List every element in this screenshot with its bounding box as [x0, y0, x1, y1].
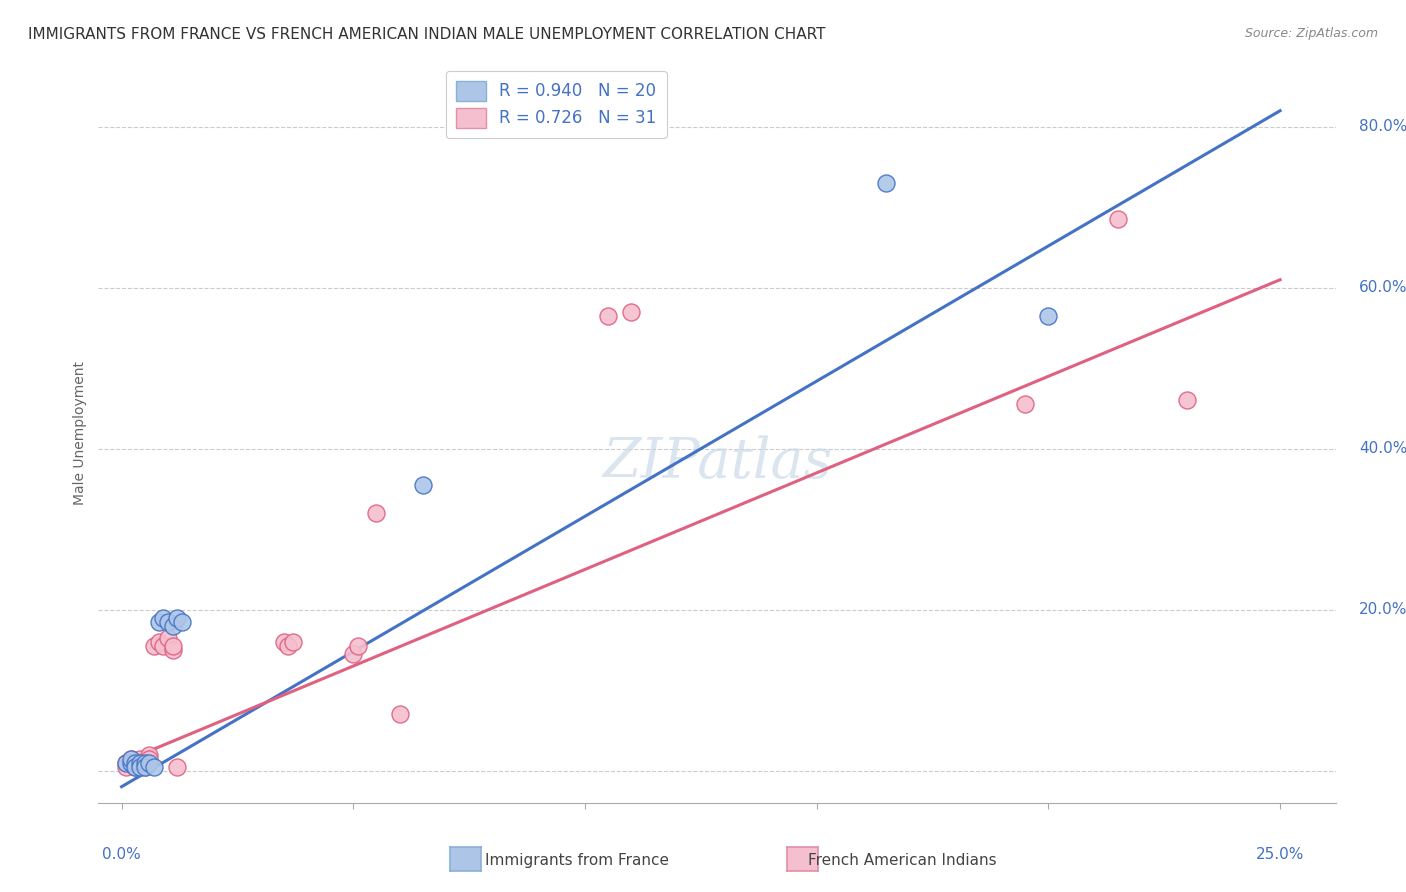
Y-axis label: Male Unemployment: Male Unemployment [73, 360, 87, 505]
Point [138, 747, 160, 762]
Text: Immigrants from France: Immigrants from France [485, 854, 669, 868]
Point [115, 756, 138, 770]
Point [115, 759, 138, 773]
Text: ZIPatlas: ZIPatlas [602, 435, 832, 490]
Point [156, 631, 179, 645]
Text: French American Indians: French American Indians [808, 854, 997, 868]
Point [170, 615, 193, 629]
Point [388, 707, 411, 722]
Point [124, 759, 146, 773]
Point [156, 615, 179, 629]
Point [138, 756, 160, 770]
Point [124, 759, 146, 773]
Point [281, 635, 304, 649]
Point [875, 176, 897, 190]
Point [162, 639, 184, 653]
Point [162, 619, 184, 633]
Point [412, 478, 434, 492]
Point [277, 639, 299, 653]
Point [620, 305, 643, 319]
Point [1107, 212, 1129, 227]
Point [115, 756, 138, 770]
Point [134, 759, 156, 773]
Point [148, 635, 170, 649]
Point [1038, 309, 1060, 323]
Text: 20.0%: 20.0% [1358, 602, 1406, 617]
Point [129, 759, 152, 773]
Point [129, 751, 152, 765]
Point [129, 756, 152, 770]
Text: 80.0%: 80.0% [1358, 120, 1406, 135]
Text: 40.0%: 40.0% [1358, 442, 1406, 456]
Point [134, 756, 156, 770]
Text: 60.0%: 60.0% [1358, 280, 1406, 295]
Point [273, 635, 295, 649]
Point [124, 756, 146, 770]
Point [120, 756, 142, 770]
Point [162, 643, 184, 657]
Point [598, 309, 620, 323]
Point [148, 615, 170, 629]
Point [366, 506, 388, 520]
Point [120, 756, 142, 770]
Point [134, 756, 156, 770]
Point [347, 639, 370, 653]
Text: Source: ZipAtlas.com: Source: ZipAtlas.com [1244, 27, 1378, 40]
Point [342, 647, 364, 661]
Point [143, 759, 166, 773]
Text: 0.0%: 0.0% [103, 847, 141, 862]
Text: 25.0%: 25.0% [1256, 847, 1305, 862]
Point [120, 751, 142, 765]
Point [152, 639, 174, 653]
Point [134, 759, 156, 773]
Point [152, 611, 174, 625]
Point [166, 759, 188, 773]
Point [120, 751, 142, 765]
Point [143, 639, 166, 653]
Point [124, 756, 146, 770]
Point [138, 751, 160, 765]
Point [166, 611, 188, 625]
Text: IMMIGRANTS FROM FRANCE VS FRENCH AMERICAN INDIAN MALE UNEMPLOYMENT CORRELATION C: IMMIGRANTS FROM FRANCE VS FRENCH AMERICA… [28, 27, 825, 42]
Legend: R = 0.940   N = 20, R = 0.726   N = 31: R = 0.940 N = 20, R = 0.726 N = 31 [446, 70, 666, 138]
Point [129, 756, 152, 770]
Point [1014, 397, 1036, 411]
Point [1177, 393, 1199, 408]
